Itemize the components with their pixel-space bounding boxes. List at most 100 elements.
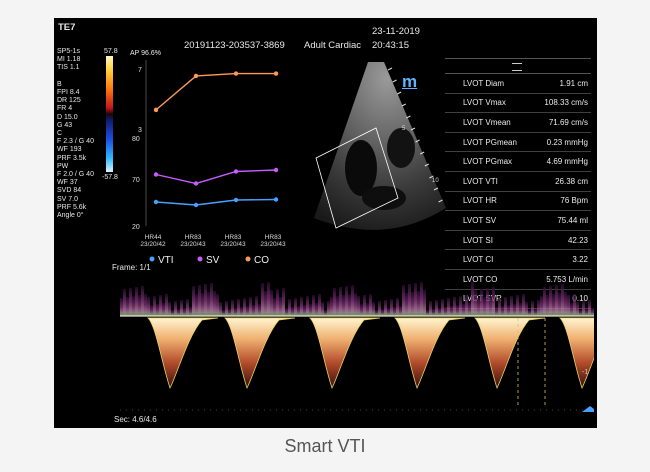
co-legend-marker	[245, 256, 251, 262]
measurement-name: LVOT CI	[463, 255, 494, 265]
reverse-flow-signal	[219, 302, 222, 316]
depth-tick	[415, 139, 420, 143]
reverse-flow-signal	[567, 295, 570, 316]
x-label-hr: HR83	[185, 234, 202, 241]
measurement-value: 75.44 ml	[557, 215, 588, 225]
depth-tick	[419, 151, 425, 155]
reverse-flow-signal	[552, 294, 555, 316]
reverse-flow-signal	[456, 305, 459, 316]
reverse-flow-signal	[558, 293, 561, 316]
reverse-flow-signal	[198, 285, 201, 316]
reverse-flow-signal	[495, 307, 498, 316]
left-atrium-cavity	[387, 128, 415, 168]
reverse-flow-signal	[459, 296, 462, 316]
reverse-flow-signal	[249, 297, 252, 316]
reverse-flow-signal	[435, 300, 438, 316]
measurement-row[interactable]: LVOT VTI 26.38 cm	[445, 172, 591, 192]
depth-tick	[406, 115, 411, 119]
reverse-flow-signal	[447, 298, 450, 316]
reverse-flow-signal	[285, 308, 288, 316]
reverse-flow-signal	[369, 294, 372, 316]
sv-axis-bottom: 70	[132, 177, 140, 184]
reverse-flow-signal	[246, 306, 249, 316]
reverse-flow-signal	[390, 299, 393, 316]
menu-icon[interactable]	[512, 63, 522, 71]
exam-time: 20:43:15	[372, 40, 409, 51]
reverse-flow-signal	[213, 291, 216, 316]
colorbar-bottom-label: -57.8	[102, 174, 118, 181]
measurement-value: 76 Bpm	[560, 196, 588, 206]
measurement-row[interactable]: LVOT PGmax 4.69 mmHg	[445, 152, 591, 172]
measurement-panel-header[interactable]	[445, 59, 591, 74]
reverse-flow-signal	[522, 294, 525, 316]
reverse-flow-signal	[387, 308, 390, 316]
scroll-marker-icon[interactable]	[582, 406, 594, 412]
measurement-row[interactable]: LVOT Diam 1.91 cm	[445, 74, 591, 94]
sv-point	[153, 172, 159, 177]
color-roi-box	[315, 127, 399, 229]
reverse-flow-signal	[336, 296, 339, 316]
reverse-flow-signal	[474, 290, 477, 316]
sv-point	[193, 181, 199, 186]
reverse-flow-signal	[150, 305, 153, 316]
measurement-row[interactable]: LVOT SI 42.23	[445, 231, 591, 251]
left-ventricle-cavity	[345, 140, 377, 196]
reverse-flow-signal	[393, 307, 396, 316]
param-line: SV 7.0	[57, 195, 79, 203]
param-line: TIS 1.1	[57, 64, 80, 72]
measurement-row[interactable]: LVOT Vmax 108.33 cm/s	[445, 94, 591, 114]
measurement-value: 4.69 mmHg	[546, 157, 588, 167]
reverse-flow-signal	[477, 298, 480, 316]
reverse-flow-signal	[264, 291, 267, 316]
reverse-flow-signal	[153, 296, 156, 316]
reverse-flow-signal	[465, 295, 468, 316]
reverse-flow-signal	[315, 303, 318, 316]
reverse-flow-signal	[396, 298, 399, 316]
measurement-name: LVOT Diam	[463, 78, 505, 88]
doppler-beat	[147, 317, 219, 390]
reverse-flow-signal	[291, 307, 294, 316]
measurement-row[interactable]: LVOT Vmean 71.69 cm/s	[445, 113, 591, 133]
reverse-flow-signal	[240, 307, 243, 316]
ap-label: AP 96.6%	[130, 50, 161, 57]
reverse-flow-signal	[573, 294, 576, 316]
param-line: F 2.3 / G 40	[57, 138, 94, 146]
measurement-row[interactable]: LVOT PGmean 0.23 mmHg	[445, 133, 591, 153]
reverse-flow-signal	[342, 295, 345, 316]
reverse-flow-signal	[321, 302, 324, 316]
reverse-flow-signal	[537, 300, 540, 316]
reverse-flow-signal	[189, 307, 192, 316]
reverse-flow-signal	[294, 298, 297, 316]
reverse-flow-signal	[324, 310, 327, 316]
reverse-flow-signal	[486, 288, 489, 316]
measurement-name: LVOT PGmean	[463, 137, 517, 147]
measurement-row[interactable]: LVOT CI 3.22	[445, 250, 591, 270]
doppler-beat	[224, 317, 296, 390]
reverse-flow-signal	[252, 305, 255, 316]
reverse-flow-signal	[159, 295, 162, 316]
reverse-flow-signal	[141, 286, 144, 316]
reverse-flow-signal	[261, 283, 264, 316]
cardiac-image: 5 10	[314, 62, 446, 230]
chamber-cavity	[362, 186, 406, 210]
measurement-row[interactable]: LVOT CO 5.753 L/min	[445, 270, 591, 290]
reverse-flow-signal	[591, 308, 594, 316]
param-line: WF 37	[57, 179, 78, 187]
reverse-flow-signal	[366, 303, 369, 316]
reverse-flow-signal	[270, 290, 273, 316]
measurement-value: 0.23 mmHg	[546, 137, 588, 147]
measurement-row[interactable]: LVOT HR 76 Bpm	[445, 192, 591, 212]
depth-mark-5: 5	[402, 126, 406, 132]
reverse-flow-signal	[273, 298, 276, 316]
reverse-flow-signal	[228, 309, 231, 316]
reverse-flow-signal	[309, 304, 312, 316]
measurement-row[interactable]: LVOT SV 75.44 ml	[445, 211, 591, 231]
reverse-flow-signal	[201, 293, 204, 316]
depth-tick	[429, 175, 434, 179]
reverse-flow-signal	[180, 300, 183, 316]
param-line: F 2.0 / G 40	[57, 171, 94, 179]
reverse-flow-signal	[162, 303, 165, 316]
reverse-flow-signal	[144, 294, 147, 316]
reverse-flow-signal	[375, 310, 378, 316]
